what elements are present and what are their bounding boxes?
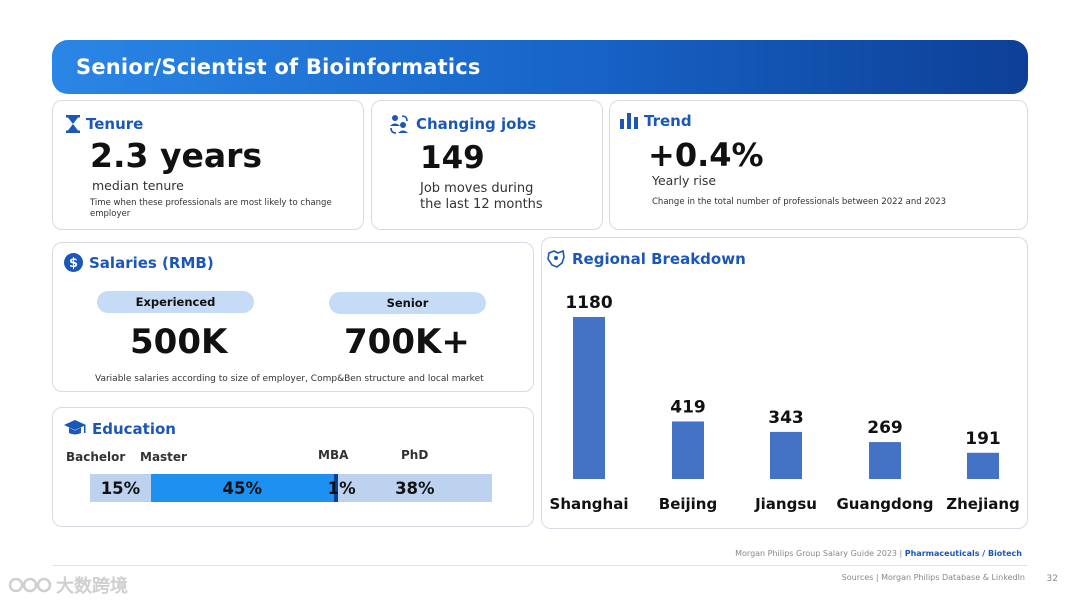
education-segment-value: 15% — [100, 478, 141, 498]
regional-title-label: Regional Breakdown — [572, 250, 746, 268]
education-label-phd: PhD — [401, 448, 429, 462]
salaries-card — [52, 242, 534, 392]
education-label-master: Master — [140, 450, 187, 464]
header-banner: Senior/Scientist of Bioinformatics — [52, 40, 1028, 94]
education-segment-value: 38% — [395, 478, 435, 498]
people-swap-icon — [390, 115, 408, 134]
svg-text:$: $ — [69, 256, 78, 271]
tenure-caption: median tenure — [92, 178, 184, 193]
footer-divider — [52, 565, 1028, 566]
trend-caption: Yearly rise — [652, 173, 717, 188]
education-segment-phd: 38% — [337, 474, 492, 502]
jobs-caption-line1: Job moves during — [420, 181, 534, 196]
watermark: 大数跨境 — [8, 572, 128, 598]
dollar-icon: $ — [64, 253, 83, 272]
graduation-cap-icon — [64, 420, 86, 435]
category-label: Zhejiang — [946, 495, 1020, 513]
salaries-title-label: Salaries (RMB) — [89, 253, 214, 272]
jobs-title-label: Changing jobs — [416, 115, 537, 133]
tenure-card — [52, 100, 364, 230]
bar-jiangsu — [770, 431, 802, 479]
bar-beijing — [672, 421, 704, 479]
hourglass-icon — [66, 115, 80, 133]
education-segment-bachelor: 15% — [90, 474, 151, 502]
jobs-title: Changing jobs — [388, 113, 536, 135]
salaries-title: $ Salaries (RMB) — [64, 253, 214, 272]
footer-guide: Morgan Philips Group Salary Guide 2023 |… — [735, 549, 1022, 558]
regional-card — [541, 237, 1028, 529]
trend-title: Trend — [620, 112, 692, 130]
trend-title-label: Trend — [644, 112, 692, 130]
map-icon — [547, 249, 565, 268]
education-title-label: Education — [92, 420, 176, 438]
category-label: Shanghai — [550, 495, 629, 513]
bar-value-label: 191 — [965, 429, 1001, 449]
education-label-mba: MBA — [318, 448, 349, 462]
tenure-note: Time when these professionals are most l… — [90, 198, 332, 219]
bar-value-label: 419 — [670, 397, 706, 417]
bar-value-label: 343 — [768, 408, 804, 428]
tenure-value: 2.3 years — [90, 136, 263, 175]
education-segment-value: 1% — [327, 478, 356, 498]
jobs-value: 149 — [420, 140, 485, 176]
regional-bar-chart: 1180 Shanghai 419 Beijing 343 Jiangsu 269 Guang… — [550, 293, 1020, 513]
education-label-bachelor: Bachelor — [66, 450, 126, 464]
education-segment-master: 45% — [150, 474, 334, 502]
salary-level-experienced-pill: Experienced — [97, 291, 254, 313]
regional-title: Regional Breakdown — [546, 249, 746, 269]
trend-note: Change in the total number of profession… — [652, 197, 947, 207]
tenure-title: Tenure — [66, 115, 143, 133]
salary-experienced-value: 500K — [130, 322, 228, 362]
footer-sources: Sources | Morgan Philips Database & Link… — [841, 573, 1025, 582]
category-label: Guangdong — [837, 495, 934, 513]
education-title: Education — [64, 419, 176, 439]
bar-guangdong — [869, 442, 901, 479]
jobs-card — [371, 100, 603, 230]
trend-card — [609, 100, 1028, 230]
footer-sector: Pharmaceuticals / Biotech — [904, 549, 1022, 558]
salary-senior-value: 700K+ — [344, 322, 470, 362]
bar-value-label: 1180 — [565, 293, 612, 313]
bar-chart-icon — [620, 113, 638, 129]
category-label: Jiangsu — [754, 495, 817, 513]
bar-shanghai — [573, 317, 605, 479]
education-segment-value: 45% — [222, 478, 263, 498]
salary-level-senior-pill: Senior — [329, 292, 486, 314]
watermark-logo-icon — [8, 577, 52, 593]
trend-value: +0.4% — [648, 136, 764, 174]
jobs-caption-line2: the last 12 months — [420, 197, 543, 212]
education-stacked-bar: 15% 45% 1% 38% — [90, 474, 492, 502]
watermark-text: 大数跨境 — [56, 576, 128, 597]
bar-zhejiang — [967, 452, 999, 479]
category-label: Beijing — [659, 495, 717, 513]
footer-guide-text: Morgan Philips Group Salary Guide 2023 | — [735, 549, 905, 558]
page-number: 32 — [1046, 574, 1058, 584]
salaries-note: Variable salaries according to size of e… — [95, 374, 484, 384]
tenure-title-label: Tenure — [86, 115, 144, 133]
bar-value-label: 269 — [867, 418, 903, 438]
education-card — [52, 407, 534, 527]
education-segment-mba: 1% — [328, 474, 356, 502]
page-title: Senior/Scientist of Bioinformatics — [76, 55, 481, 79]
